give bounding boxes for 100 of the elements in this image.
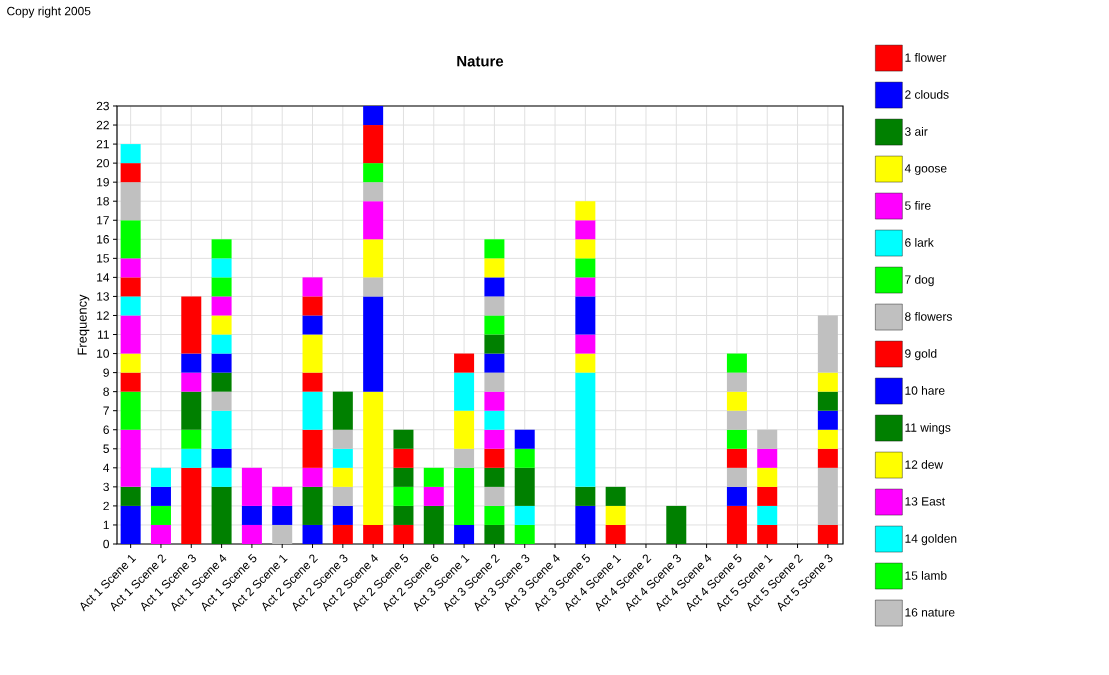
bar <box>393 524 414 544</box>
y-axis-title: Frequency <box>77 294 90 355</box>
bar <box>817 391 838 411</box>
legend-label: 5 fire <box>905 201 931 210</box>
y-tick-label: 0 <box>103 539 110 549</box>
y-tick-label: 16 <box>97 235 109 244</box>
bar <box>363 296 384 392</box>
bar <box>241 505 262 525</box>
bar <box>211 239 232 259</box>
bar <box>332 467 353 487</box>
bar <box>393 448 414 468</box>
bar <box>211 315 232 335</box>
legend-label: 9 gold <box>905 349 937 361</box>
bar <box>211 296 232 316</box>
bar <box>484 467 505 487</box>
bar <box>726 505 747 544</box>
y-tick-label: 3 <box>103 482 109 492</box>
bar <box>332 429 353 449</box>
bar <box>241 524 262 544</box>
bar <box>120 486 141 506</box>
bar <box>575 239 596 259</box>
bar <box>514 505 535 525</box>
bar <box>484 334 505 354</box>
bar <box>575 372 596 487</box>
bar <box>423 486 444 506</box>
bar <box>120 296 141 316</box>
y-tick-label: 13 <box>97 292 109 301</box>
y-tick-label: 9 <box>103 368 109 377</box>
bar <box>575 296 596 335</box>
legend-label: 12 dew <box>905 459 944 469</box>
legend-label: 15 lamb <box>905 570 947 580</box>
bar <box>726 467 747 487</box>
bar <box>363 524 384 544</box>
bar <box>363 163 384 183</box>
bar <box>363 201 384 240</box>
bar <box>211 372 232 392</box>
bar <box>484 429 505 449</box>
bar <box>211 353 232 373</box>
y-tick-label: 6 <box>103 425 109 434</box>
bar <box>272 524 293 544</box>
bar <box>484 505 505 525</box>
legend-label: 3 air <box>905 127 928 136</box>
bar <box>120 391 141 430</box>
legend-label: 10 hare <box>905 385 945 395</box>
bar <box>393 486 414 506</box>
bar <box>514 524 535 544</box>
bar <box>120 182 141 221</box>
y-tick-label: 18 <box>97 196 109 206</box>
legend-label: 16 nature <box>905 608 955 617</box>
bar <box>575 220 596 240</box>
bar <box>423 467 444 487</box>
bar <box>454 372 475 411</box>
bar <box>302 334 323 373</box>
bar <box>302 277 323 297</box>
chart-title: Nature <box>457 56 504 67</box>
bar <box>302 372 323 392</box>
legend-label: 13 East <box>905 497 945 506</box>
bar <box>302 524 323 544</box>
bar <box>211 448 232 468</box>
y-tick-label: 2 <box>103 501 109 511</box>
y-tick-label: 10 <box>97 349 110 358</box>
y-tick-label: 21 <box>96 139 109 149</box>
bar <box>726 410 747 430</box>
bar <box>332 448 353 468</box>
bar <box>454 524 475 544</box>
bar <box>302 391 323 430</box>
bar <box>454 353 475 373</box>
y-tick-label: 8 <box>103 387 109 396</box>
bar <box>817 372 838 392</box>
bar <box>363 182 384 202</box>
legend-label: 14 golden <box>905 533 957 546</box>
bar <box>757 448 778 468</box>
bar <box>302 486 323 525</box>
bar <box>454 467 475 525</box>
legend-label: 7 dog <box>905 275 934 287</box>
bar <box>605 486 626 506</box>
bar <box>211 486 232 544</box>
bar <box>241 467 262 506</box>
bar <box>514 448 535 468</box>
bar <box>757 505 778 525</box>
bar <box>484 353 505 373</box>
bar <box>484 296 505 316</box>
bar <box>575 334 596 354</box>
bar <box>211 410 232 449</box>
bar <box>726 372 747 392</box>
bar <box>484 258 505 278</box>
bar <box>332 505 353 525</box>
bar <box>120 353 141 373</box>
y-tick-label: 19 <box>97 177 109 187</box>
bar <box>817 410 838 430</box>
y-tick-label: 17 <box>97 216 109 225</box>
bar <box>575 201 596 221</box>
bar <box>393 467 414 487</box>
bar <box>363 239 384 278</box>
bar <box>393 429 414 449</box>
y-tick-label: 1 <box>103 520 109 530</box>
bar <box>120 277 141 297</box>
bar <box>211 467 232 487</box>
bar <box>332 524 353 544</box>
y-tick-label: 12 <box>97 311 109 320</box>
